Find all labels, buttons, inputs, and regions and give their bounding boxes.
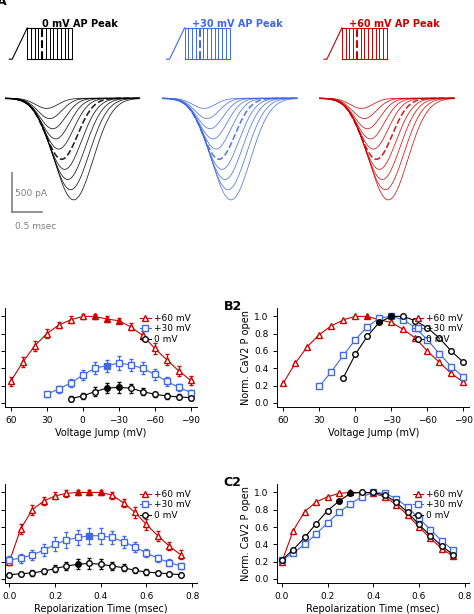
Text: C2: C2 — [224, 476, 241, 489]
Text: 0.5 msec: 0.5 msec — [15, 222, 56, 231]
Text: +30 mV AP Peak: +30 mV AP Peak — [191, 19, 283, 29]
Text: +60 mV AP Peak: +60 mV AP Peak — [349, 19, 440, 29]
X-axis label: Voltage Jump (mV): Voltage Jump (mV) — [328, 428, 419, 438]
Y-axis label: Norm. CaV2 P open: Norm. CaV2 P open — [241, 310, 251, 405]
Legend: +60 mV, +30 mV, 0 mV: +60 mV, +30 mV, 0 mV — [138, 488, 192, 522]
Y-axis label: Norm. CaV2 P open: Norm. CaV2 P open — [241, 486, 251, 581]
X-axis label: Voltage Jump (mV): Voltage Jump (mV) — [55, 428, 146, 438]
Legend: +60 mV, +30 mV, 0 mV: +60 mV, +30 mV, 0 mV — [411, 313, 465, 346]
X-axis label: Repolarization Time (msec): Repolarization Time (msec) — [307, 604, 440, 614]
Legend: +60 mV, +30 mV, 0 mV: +60 mV, +30 mV, 0 mV — [411, 488, 465, 522]
Text: 500 pA: 500 pA — [15, 189, 47, 198]
Text: 0 mV AP Peak: 0 mV AP Peak — [42, 19, 118, 29]
Text: B2: B2 — [224, 300, 242, 313]
Text: A: A — [0, 0, 7, 8]
X-axis label: Repolarization Time (msec): Repolarization Time (msec) — [34, 604, 167, 614]
Legend: +60 mV, +30 mV, 0 mV: +60 mV, +30 mV, 0 mV — [138, 313, 192, 346]
